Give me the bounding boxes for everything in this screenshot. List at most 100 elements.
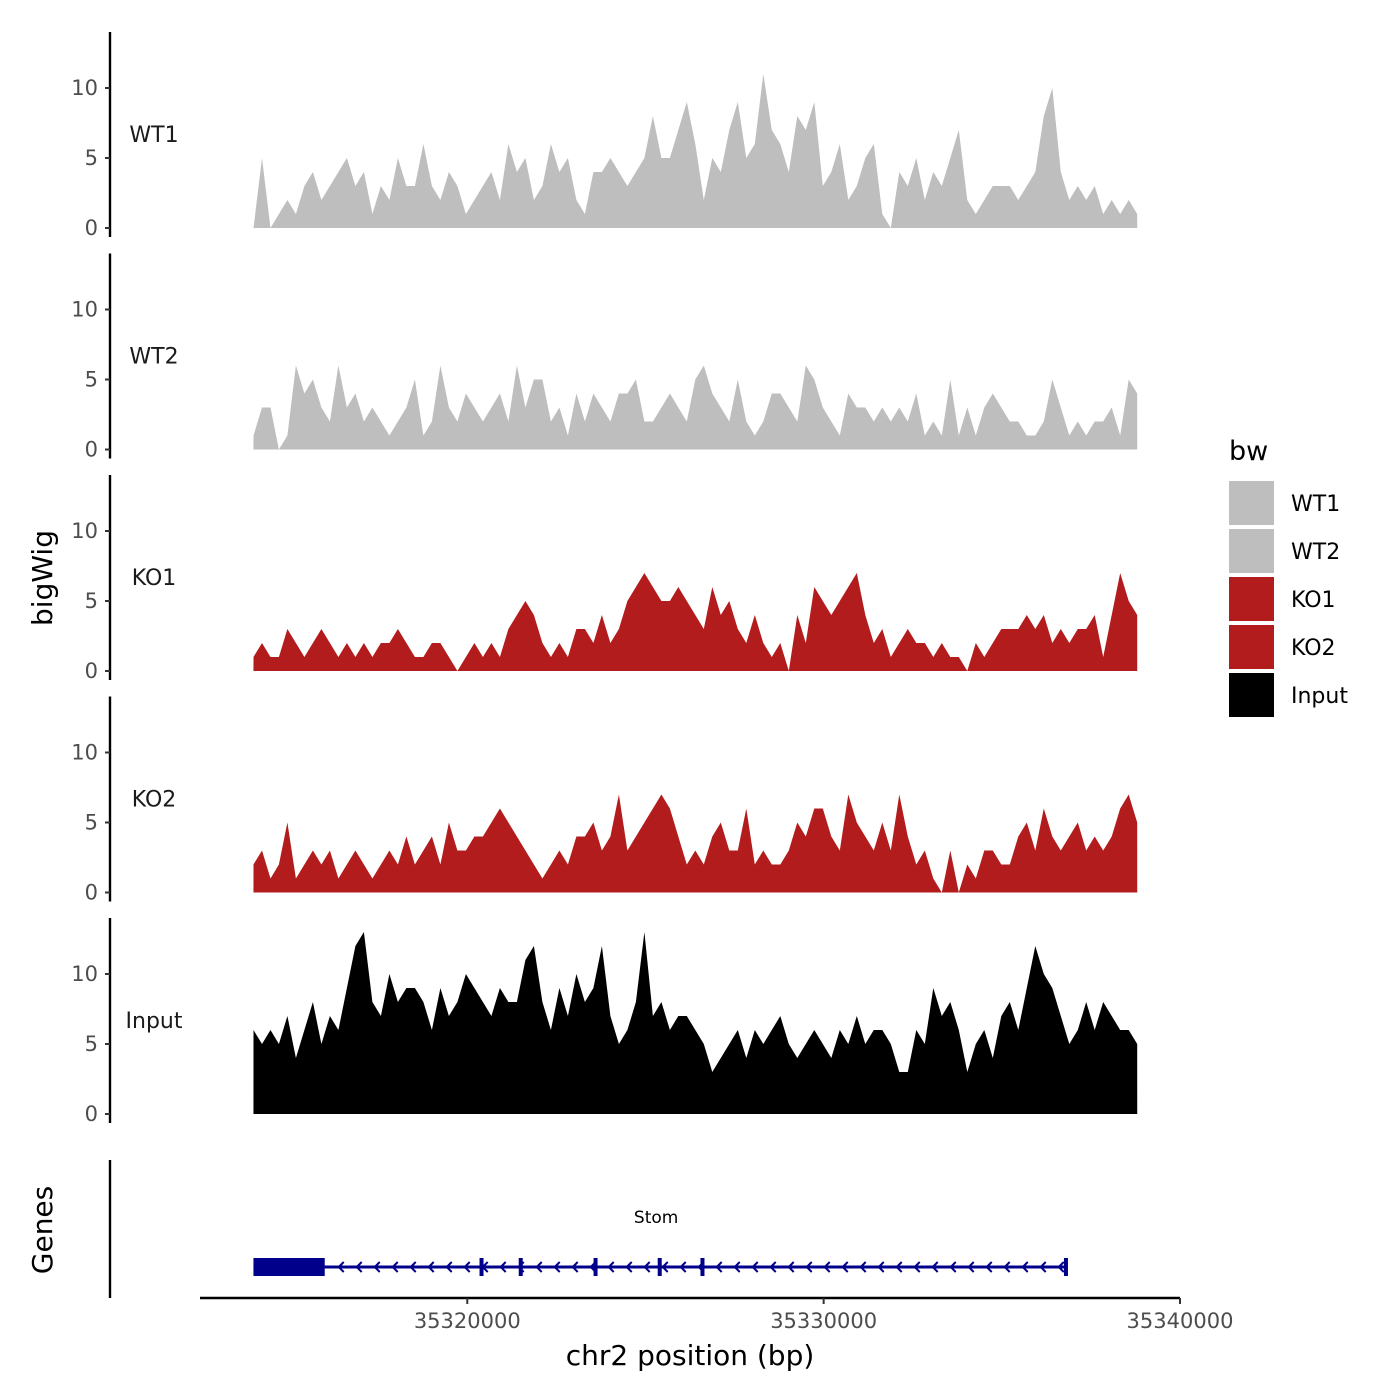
track-ko2: 0 5 10 KO2 <box>71 696 1138 905</box>
strand-arrow <box>1057 1261 1065 1273</box>
gene-name-label: Stom <box>634 1208 678 1228</box>
gene-exon <box>593 1258 598 1276</box>
strand-arrow <box>967 1261 975 1273</box>
coverage-area-input <box>253 932 1138 1114</box>
x-axis-title: chr2 position (bp) <box>566 1339 815 1372</box>
gene-exon-block <box>253 1258 325 1276</box>
track-input: 0 5 10 Input <box>71 918 1138 1126</box>
strand-arrow <box>805 1261 813 1273</box>
strand-arrow <box>409 1261 417 1273</box>
legend-swatch <box>1229 625 1274 669</box>
strand-arrow <box>1039 1261 1047 1273</box>
y-tick-label: 5 <box>85 368 98 392</box>
strand-arrow <box>949 1261 957 1273</box>
legend-item-wt1: WT1 <box>1229 481 1340 525</box>
legend: bw WT1 WT2 KO1 KO2 Input <box>1229 436 1348 717</box>
y-tick-label: 0 <box>85 881 98 905</box>
strand-arrow <box>661 1261 669 1273</box>
y-axis-title: bigWig <box>26 530 59 626</box>
strand-arrow <box>715 1261 723 1273</box>
strand-arrow <box>895 1261 903 1273</box>
y-tick-label: 5 <box>85 589 98 613</box>
legend-label: KO1 <box>1291 588 1336 613</box>
track-wt2: 0 5 10 WT2 <box>71 253 1138 462</box>
coverage-area-ko2 <box>253 794 1138 893</box>
strand-arrow <box>1021 1261 1029 1273</box>
y-tick-label: 5 <box>85 1032 98 1056</box>
x-tick-label: 35320000 <box>414 1309 521 1333</box>
strand-arrow <box>427 1261 435 1273</box>
strand-arrow <box>445 1261 453 1273</box>
legend-title: bw <box>1229 436 1268 467</box>
gene-exon <box>518 1258 523 1276</box>
strand-arrow <box>751 1261 759 1273</box>
track-label: WT1 <box>129 123 178 148</box>
y-tick-label: 10 <box>71 76 98 100</box>
strand-arrow <box>787 1261 795 1273</box>
y-tick-label: 0 <box>85 1102 98 1126</box>
legend-item-ko2: KO2 <box>1229 625 1336 669</box>
strand-arrow <box>985 1261 993 1273</box>
legend-swatch <box>1229 481 1274 525</box>
strand-arrow <box>823 1261 831 1273</box>
gene-track: Genes Stom <box>26 1160 1068 1298</box>
x-tick-label: 35340000 <box>1127 1309 1234 1333</box>
gene-exon <box>1063 1258 1068 1276</box>
gene-stom: Stom <box>253 1208 1068 1276</box>
strand-arrow <box>769 1261 777 1273</box>
strand-arrow <box>391 1261 399 1273</box>
strand-arrow <box>679 1261 687 1273</box>
legend-swatch <box>1229 529 1274 573</box>
legend-item-ko1: KO1 <box>1229 577 1336 621</box>
y-tick-label: 0 <box>85 438 98 462</box>
strand-arrow <box>535 1261 543 1273</box>
strand-arrow <box>463 1261 471 1273</box>
y-tick-label: 10 <box>71 298 98 322</box>
x-axis: 35320000 35330000 35340000 <box>200 1296 1234 1333</box>
coverage-area-wt2 <box>253 365 1138 450</box>
legend-swatch <box>1229 673 1274 717</box>
gene-exon <box>479 1258 484 1276</box>
strand-arrow <box>571 1261 579 1273</box>
strand-arrow <box>355 1261 363 1273</box>
y-tick-label: 0 <box>85 659 98 683</box>
legend-label: WT1 <box>1291 492 1340 517</box>
y-tick-label: 0 <box>85 216 98 240</box>
strand-arrow <box>643 1261 651 1273</box>
strand-arrow <box>625 1261 633 1273</box>
track-ko1: 0 5 10 KO1 <box>71 475 1138 683</box>
track-label: Input <box>126 1009 183 1034</box>
legend-swatch <box>1229 577 1274 621</box>
strand-arrow <box>841 1261 849 1273</box>
y-tick-label: 5 <box>85 811 98 835</box>
coverage-area-wt1 <box>253 74 1138 228</box>
strand-arrow <box>859 1261 867 1273</box>
track-label: KO1 <box>132 566 177 591</box>
legend-label: WT2 <box>1291 540 1340 565</box>
strand-arrow <box>499 1261 507 1273</box>
strand-arrow <box>931 1261 939 1273</box>
gene-exon <box>657 1258 662 1276</box>
legend-label: Input <box>1291 684 1348 709</box>
coverage-tracks: 0 5 10 WT1 0 5 10 WT2 0 5 10 KO1 0 5 10 KO2 0 5 10 Input <box>71 32 1138 1126</box>
strand-arrow <box>607 1261 615 1273</box>
strand-arrow <box>337 1261 345 1273</box>
track-label: WT2 <box>129 345 178 370</box>
strand-arrow <box>733 1261 741 1273</box>
track-label: KO2 <box>132 788 177 813</box>
gene-track-title: Genes <box>26 1186 59 1274</box>
strand-arrow <box>553 1261 561 1273</box>
coverage-area-ko1 <box>253 573 1138 671</box>
strand-arrow <box>877 1261 885 1273</box>
legend-label: KO2 <box>1291 636 1336 661</box>
y-tick-label: 10 <box>71 519 98 543</box>
y-tick-label: 10 <box>71 962 98 986</box>
x-tick-label: 35330000 <box>770 1309 877 1333</box>
legend-item-wt2: WT2 <box>1229 529 1340 573</box>
gene-exon <box>700 1258 705 1276</box>
strand-arrow <box>913 1261 921 1273</box>
y-tick-label: 10 <box>71 741 98 765</box>
legend-item-input: Input <box>1229 673 1348 717</box>
strand-arrow <box>1003 1261 1011 1273</box>
